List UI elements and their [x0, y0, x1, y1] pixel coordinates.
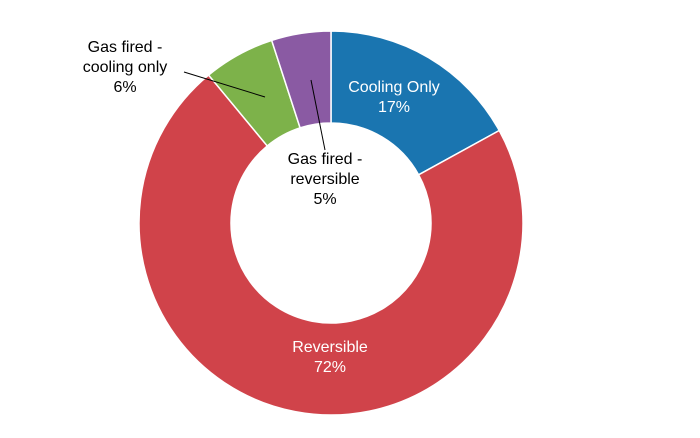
slice-name: Cooling Only — [348, 79, 440, 96]
slice-label: Reversible 72% — [270, 338, 390, 378]
slice-label: Gas fired - reversible 5% — [270, 150, 380, 210]
slice-name: Gas fired - reversible — [287, 151, 363, 188]
donut-slice — [138, 74, 524, 416]
slice-label: Cooling Only 17% — [334, 78, 454, 118]
slice-name: Gas fired - cooling only — [82, 39, 168, 76]
slice-value-label: 5% — [313, 191, 337, 208]
slice-label: Gas fired - cooling only 6% — [70, 38, 180, 98]
leader-line — [310, 79, 326, 151]
slice-name: Reversible — [292, 339, 368, 356]
leader-line — [183, 71, 266, 98]
slice-value-label: 17% — [377, 99, 411, 116]
slice-value-label: 6% — [113, 79, 137, 96]
donut-slice — [330, 30, 501, 176]
slice-value-label: 72% — [313, 359, 347, 376]
